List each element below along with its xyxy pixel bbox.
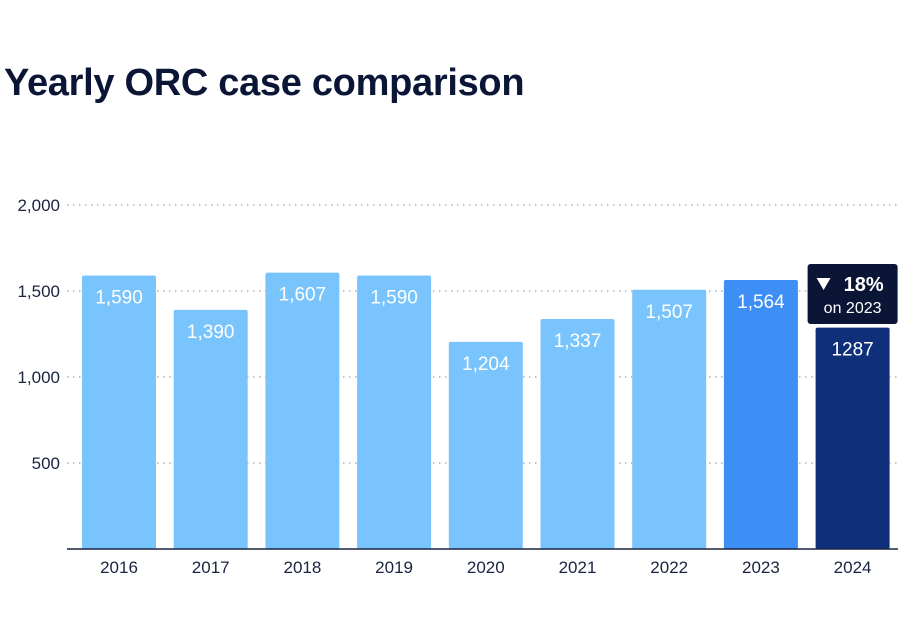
x-tick-label-2019: 2019 bbox=[375, 558, 413, 577]
down-triangle-icon bbox=[816, 278, 831, 290]
bar-2019 bbox=[357, 275, 432, 549]
data-label-2023: 1,564 bbox=[737, 292, 785, 313]
bar-2016 bbox=[82, 275, 156, 549]
y-tick-label-1500: 1,500 bbox=[17, 282, 60, 301]
bar-2024 bbox=[815, 327, 890, 549]
data-label-2021: 1,337 bbox=[554, 331, 602, 352]
bar-2023 bbox=[723, 279, 798, 549]
bar-2021 bbox=[540, 319, 615, 549]
data-label-2018: 1,607 bbox=[279, 285, 327, 306]
bar-2020 bbox=[448, 341, 523, 549]
change-percent: 18% bbox=[844, 274, 884, 296]
y-tick-label-2000: 2,000 bbox=[17, 196, 60, 215]
x-tick-label-2021: 2021 bbox=[559, 558, 597, 577]
data-label-2024: 1287 bbox=[831, 340, 873, 361]
x-tick-label-2018: 2018 bbox=[283, 558, 321, 577]
x-tick-label-2016: 2016 bbox=[100, 558, 138, 577]
x-tick-label-2017: 2017 bbox=[192, 558, 230, 577]
data-label-2016: 1,590 bbox=[95, 288, 143, 309]
bar-2017 bbox=[173, 309, 248, 549]
bar-2022 bbox=[632, 289, 707, 549]
y-tick-label-500: 500 bbox=[32, 454, 60, 473]
y-tick-label-1000: 1,000 bbox=[17, 368, 60, 387]
x-tick-label-2020: 2020 bbox=[467, 558, 505, 577]
data-label-2017: 1,390 bbox=[187, 322, 235, 343]
x-tick-label-2023: 2023 bbox=[742, 558, 780, 577]
data-label-2022: 1,507 bbox=[645, 302, 693, 323]
x-tick-label-2024: 2024 bbox=[834, 558, 872, 577]
x-tick-label-2022: 2022 bbox=[650, 558, 688, 577]
bar-2018 bbox=[265, 272, 340, 549]
data-label-2020: 1,204 bbox=[462, 354, 510, 375]
data-label-2019: 1,590 bbox=[370, 288, 418, 309]
chart-title: Yearly ORC case comparison bbox=[4, 62, 525, 104]
change-badge bbox=[807, 264, 898, 324]
change-reference: on 2023 bbox=[824, 300, 882, 317]
